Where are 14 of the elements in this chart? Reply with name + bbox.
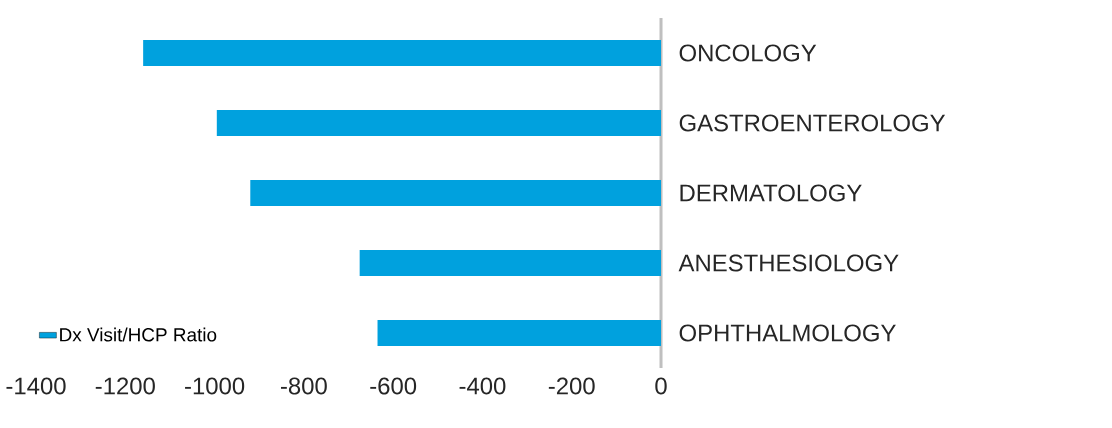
x-tick-label: -1400 bbox=[6, 377, 66, 395]
x-tick-label: -600 bbox=[370, 377, 417, 395]
y-tick-label: DERMATOLOGY bbox=[680, 184, 862, 202]
x-tick-label: 0 bbox=[655, 377, 667, 395]
legend-label: Dx Visit/HCP Ratio bbox=[60, 327, 217, 342]
y-tick-label: ONCOLOGY bbox=[679, 44, 817, 62]
x-tick-label: -400 bbox=[459, 377, 506, 395]
x-tick-label: -200 bbox=[548, 377, 595, 395]
x-tick-label: -800 bbox=[280, 377, 327, 395]
x-tick-label: -1200 bbox=[95, 377, 155, 395]
y-tick-label: OPHTHALMOLOGY bbox=[679, 324, 896, 342]
y-tick-label: ANESTHESIOLOGY bbox=[678, 254, 899, 272]
x-tick-label: -1000 bbox=[185, 377, 245, 395]
y-tick-label: GASTROENTEROLOGY bbox=[679, 114, 946, 132]
